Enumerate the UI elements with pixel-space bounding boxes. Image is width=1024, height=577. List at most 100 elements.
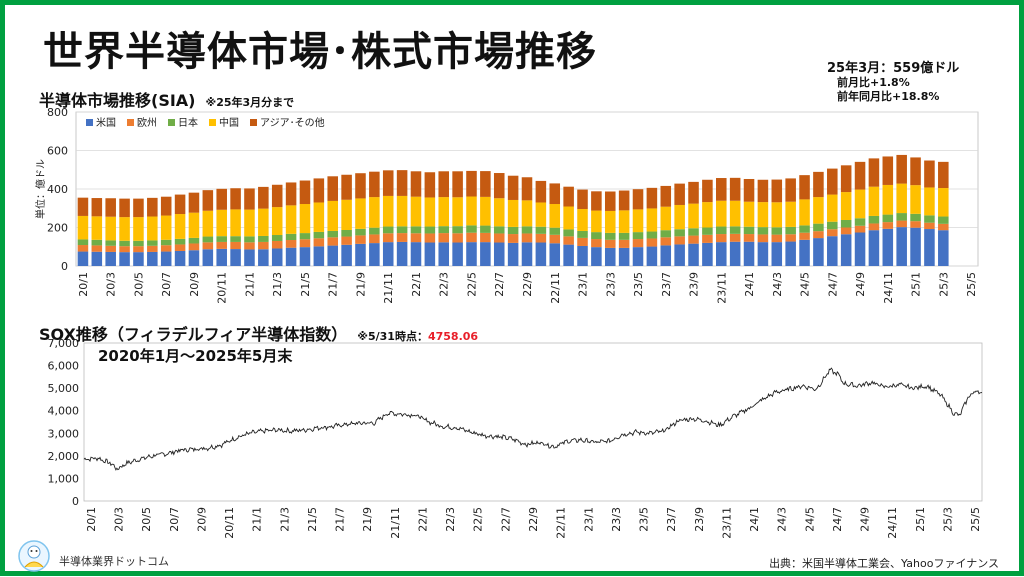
bar-segment	[105, 198, 116, 217]
bar-segment	[660, 237, 672, 246]
bar-x-tick-label: 21/9	[354, 272, 367, 297]
bar-y-tick-label: 200	[47, 222, 68, 235]
bar-segment	[355, 243, 366, 266]
bar-segment	[854, 232, 866, 266]
bar-segment	[910, 221, 921, 228]
bar-x-tick-label: 21/5	[299, 272, 312, 297]
bar-segment	[216, 209, 227, 237]
bar-segment	[230, 209, 241, 237]
bar-segment	[854, 161, 866, 190]
bar-segment	[160, 215, 172, 240]
bar-segment	[188, 250, 200, 266]
bar-segment	[618, 247, 630, 266]
bar-segment	[299, 247, 311, 266]
bar-segment	[410, 233, 422, 243]
line-x-tick-label: 23/7	[665, 507, 678, 532]
bar-segment	[743, 226, 755, 235]
line-x-tick-label: 24/3	[776, 507, 789, 532]
line-x-tick-label: 23/1	[582, 507, 595, 532]
line-x-tick-label: 21/1	[251, 507, 264, 532]
bar-segment	[688, 203, 699, 229]
bar-segment	[840, 219, 852, 228]
bar-segment	[563, 229, 574, 237]
bar-segment	[521, 200, 533, 227]
bar-segment	[646, 208, 658, 232]
bar-segment	[563, 206, 574, 230]
bar-segment	[813, 238, 824, 266]
bar-segment	[91, 239, 103, 246]
line-plot-area	[83, 342, 983, 502]
bar-segment	[258, 249, 269, 266]
bar-segment	[827, 236, 838, 266]
bar-segment	[216, 248, 227, 266]
bar-segment	[618, 190, 630, 211]
bottom-section-title-text: SOX推移（フィラデルフィア半導体指数）	[39, 325, 348, 344]
bar-segment	[868, 223, 880, 231]
bar-segment	[299, 180, 311, 205]
bar-segment	[757, 179, 769, 203]
bar-segment	[674, 204, 685, 230]
bar-segment	[924, 215, 935, 223]
line-x-tick-label: 21/11	[389, 507, 402, 539]
bar-segment	[452, 233, 463, 243]
bar-x-tick-label: 20/3	[105, 272, 118, 297]
bar-segment	[258, 241, 269, 250]
bar-segment	[119, 198, 130, 218]
sox-series-line	[83, 367, 983, 471]
bar-segment	[396, 226, 408, 234]
bar-segment	[452, 226, 463, 234]
bar-segment	[840, 227, 852, 235]
bar-segment	[604, 247, 616, 266]
bar-segment	[674, 229, 685, 237]
bar-segment	[466, 170, 477, 197]
bar-x-tick-label: 22/7	[493, 272, 506, 297]
bar-segment	[244, 236, 255, 243]
bar-segment	[424, 233, 436, 243]
bar-segment	[813, 223, 824, 232]
line-x-tick-label: 25/3	[941, 507, 954, 532]
bar-segment	[355, 173, 366, 199]
bar-x-tick-label: 24/7	[826, 272, 839, 297]
top-section-title-text: 半導体市場推移(SIA)	[39, 91, 196, 110]
bar-segment	[244, 209, 255, 237]
bar-segment	[549, 204, 561, 228]
bar-segment	[147, 197, 158, 217]
bar-segment	[133, 198, 144, 218]
line-x-tick-label: 20/11	[223, 507, 236, 539]
line-x-tick-label: 21/9	[361, 507, 374, 532]
bar-segment	[577, 237, 588, 246]
bar-segment	[896, 227, 907, 266]
legend-swatch	[86, 119, 93, 126]
line-y-tick-label: 6,000	[48, 360, 80, 373]
bar-segment	[646, 238, 658, 247]
bar-segment	[868, 215, 880, 224]
bar-segment	[785, 234, 796, 242]
bar-x-tick-label: 25/1	[910, 272, 923, 297]
bar-segment	[493, 226, 505, 234]
bar-segment	[160, 251, 172, 266]
bar-segment	[382, 233, 394, 243]
bar-segment	[133, 252, 144, 266]
summary-main: 25年3月：559億ドル	[827, 61, 960, 76]
bar-segment	[382, 226, 394, 234]
bar-segment	[507, 175, 519, 200]
bar-segment	[119, 240, 130, 247]
bar-segment	[119, 217, 130, 241]
footer-brand: 半導体業界ドットコム	[59, 555, 169, 568]
bar-segment	[258, 186, 269, 209]
bar-segment	[604, 239, 616, 248]
bar-segment	[882, 156, 894, 185]
bar-x-tick-label: 20/7	[160, 272, 173, 297]
bar-y-axis-label: 単位：億ドル	[34, 159, 47, 219]
bar-x-tick-label: 21/11	[382, 272, 395, 304]
bar-segment	[632, 189, 644, 210]
bar-x-tick-label: 22/1	[410, 272, 423, 297]
bar-segment	[382, 242, 394, 266]
bar-segment	[799, 239, 810, 266]
bar-segment	[632, 209, 644, 233]
bar-segment	[868, 158, 880, 187]
bar-segment	[757, 242, 769, 266]
bar-segment	[396, 170, 408, 196]
